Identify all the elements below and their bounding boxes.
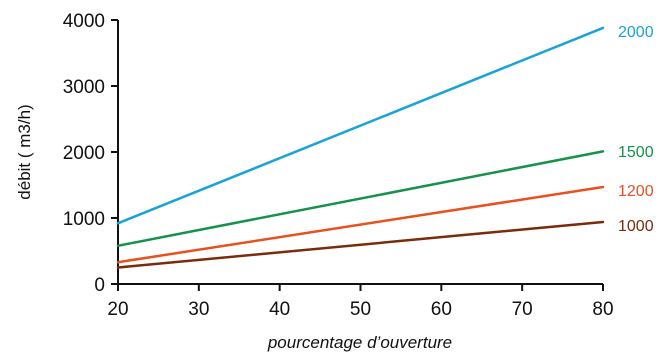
y-tick-label: 1000 (63, 209, 105, 230)
x-tick-label: 40 (269, 299, 290, 320)
series-line-2000 (116, 26, 605, 225)
series-label-1200: 1200 (618, 183, 654, 200)
x-tick-label: 50 (350, 299, 371, 320)
y-tick-label: 4000 (63, 11, 105, 32)
series-line-1500 (116, 150, 605, 247)
series-label-1000: 1000 (618, 218, 654, 235)
x-tick-label: 30 (188, 299, 209, 320)
y-ticks: 0 1000 2000 3000 4000 (63, 11, 118, 296)
y-axis-title: débit ( m3/h) (15, 104, 34, 199)
x-tick-label: 20 (107, 299, 128, 320)
x-tick-label: 60 (431, 299, 452, 320)
x-tick-label: 70 (512, 299, 533, 320)
y-tick-label: 3000 (63, 77, 105, 98)
series-label-1500: 1500 (618, 144, 654, 161)
series-line-1000 (116, 220, 605, 269)
series-labels: 2000 1500 1200 1000 (618, 24, 654, 235)
series-lines (116, 26, 605, 269)
x-axis-title: pourcentage d’ouverture (267, 333, 452, 352)
x-tick-label: 80 (592, 299, 613, 320)
y-tick-label: 2000 (63, 143, 105, 164)
y-tick-label: 0 (94, 275, 105, 296)
series-line-1200 (116, 185, 605, 264)
x-ticks: 20 30 40 50 60 70 80 (107, 284, 614, 320)
series-label-2000: 2000 (618, 24, 654, 41)
